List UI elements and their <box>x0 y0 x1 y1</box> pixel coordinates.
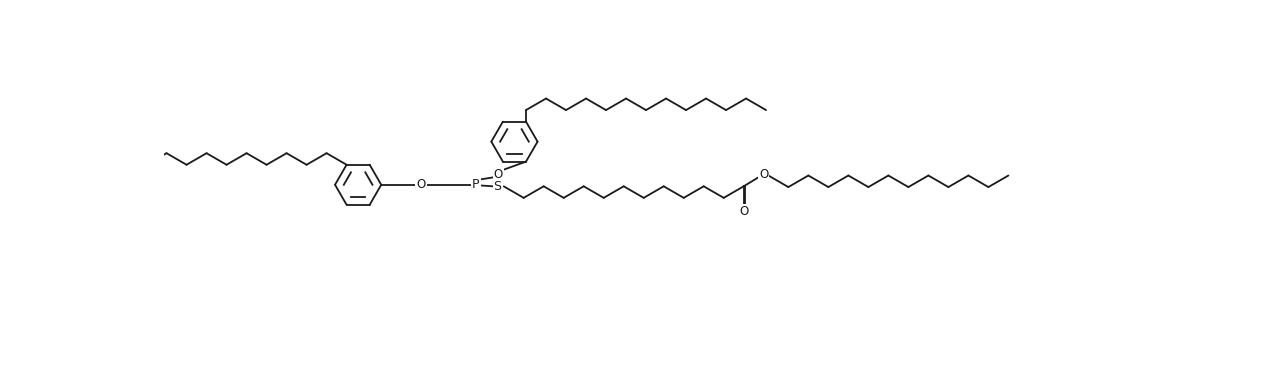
Text: S: S <box>493 180 502 193</box>
Text: O: O <box>759 168 768 181</box>
Text: P: P <box>472 178 480 191</box>
Text: O: O <box>494 168 503 181</box>
Text: O: O <box>417 178 426 191</box>
Text: O: O <box>739 205 748 218</box>
